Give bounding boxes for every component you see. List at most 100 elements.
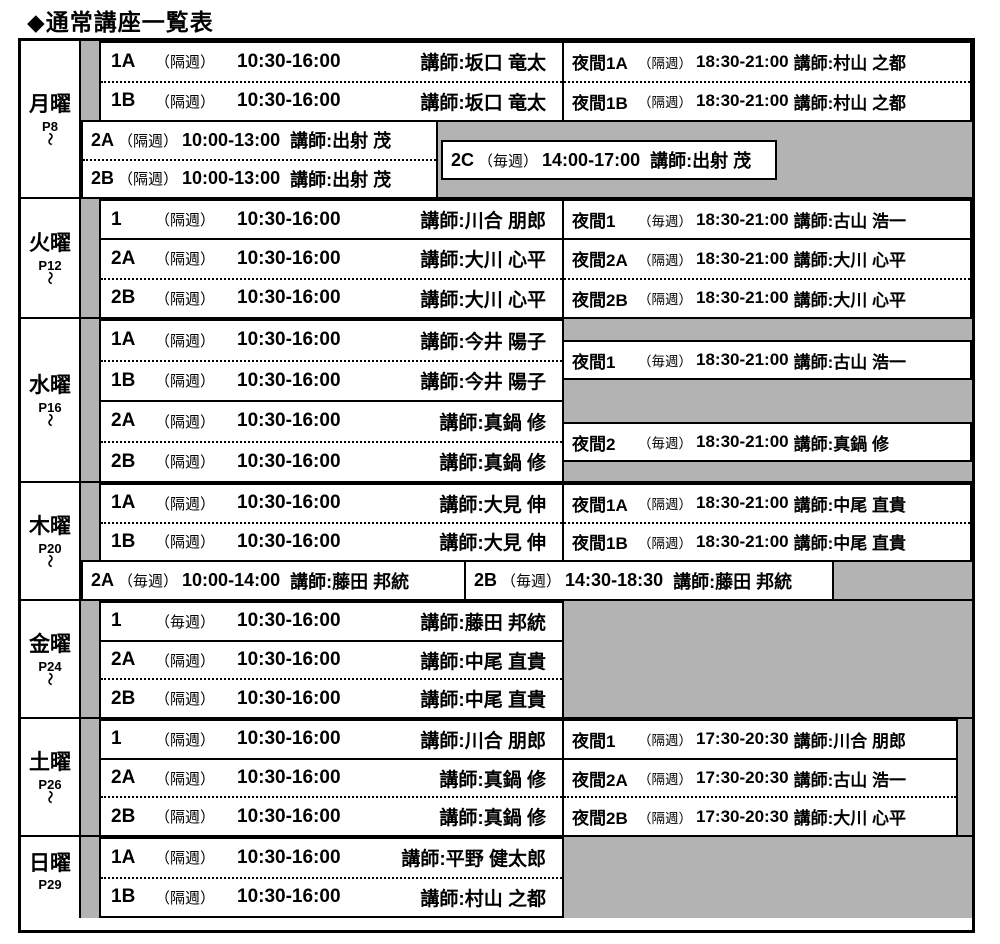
course-frequency: （隔週） [155, 534, 216, 552]
course-time: 10:30-16:00 [237, 767, 341, 788]
course-row: 夜間1 （隔週） 17:30-20:30 講師:川合 朋郎 [564, 721, 956, 760]
course-label: 2A [91, 129, 115, 150]
course-teacher: 講師:藤田 邦統 [673, 571, 793, 592]
tilde-mark: 〜 [42, 790, 58, 804]
night-course-box: 夜間1 （毎週） 18:30-21:00 講師:古山 浩一 [562, 340, 972, 380]
course-frequency: （隔週） [155, 454, 216, 472]
course-row: 1A （隔週） 10:30-16:00 講師:今井 陽子 [101, 321, 562, 362]
course-frequency: （隔週） [638, 535, 692, 551]
course-frequency: （隔週） [155, 731, 216, 749]
course-row: 1A （隔週） 10:30-16:00 講師:坂口 竜太 [101, 43, 562, 83]
course-frequency: （隔週） [118, 171, 179, 189]
tilde-mark: 〜 [42, 672, 58, 686]
day-section-saturday: 土曜 P26 〜 1 （隔週） 10:30-16:00 講師:川合 朋郎 2A （隔週） 1… [21, 719, 972, 837]
course-frequency: （隔週） [638, 810, 692, 826]
course-frequency: （毎週） [118, 573, 179, 590]
course-teacher: 講師:川合 朋郎 [793, 731, 907, 751]
daytime-course-box: 1A （隔週） 10:30-16:00 講師:坂口 竜太 1B （隔週） 10:30-16… [99, 41, 564, 122]
day-section-tuesday: 火曜 P12 〜 1 （隔週） 10:30-16:00 講師:川合 朋郎 2A （隔週） 1… [21, 199, 972, 319]
course-teacher: 講師:出射 茂 [650, 151, 752, 171]
daytime-course-box: 1 （毎週） 10:30-16:00 講師:藤田 邦統 2A （隔週） 10:30-16:… [99, 601, 564, 717]
course-frequency: （隔週） [638, 772, 692, 787]
course-schedule-table: 月曜 P8 〜 1A （隔週） 10:30-16:00 講師:坂口 竜太 1B （隔週） 1… [18, 38, 975, 933]
day-content: 1 （隔週） 10:30-16:00 講師:川合 朋郎 2A （隔週） 10:30-16:… [81, 719, 972, 835]
course-teacher: 講師:大見 伸 [439, 533, 546, 555]
course-row: 1B （隔週） 10:30-16:00 講師:村山 之都 [101, 879, 562, 917]
course-teacher: 講師:古山 浩一 [793, 770, 907, 790]
course-frequency: （毎週） [638, 354, 692, 369]
course-label: 夜間2 [572, 434, 616, 454]
course-frequency: （隔週） [638, 95, 692, 111]
course-time: 10:30-16:00 [237, 208, 341, 230]
course-frequency: （毎週） [638, 436, 692, 451]
course-teacher: 講師:中尾 直貴 [793, 495, 907, 515]
course-teacher: 講師:大川 心平 [420, 250, 546, 272]
course-time: 17:30-20:30 [696, 806, 789, 826]
day-label-cell: 土曜 P26 〜 [21, 719, 81, 835]
page-number: P26 [38, 776, 62, 792]
course-row: 夜間2A （隔週） 17:30-20:30 講師:古山 浩一 [564, 760, 956, 799]
page-number: P8 [42, 118, 58, 134]
day-label-cell: 木曜 P20 〜 [21, 483, 81, 599]
course-teacher: 講師:川合 朋郎 [420, 730, 546, 752]
course-label: 夜間1 [572, 212, 616, 232]
course-label: 2B [474, 570, 498, 590]
course-time: 18:30-21:00 [696, 432, 789, 451]
tilde-mark: 〜 [42, 271, 58, 285]
course-row: 1B （隔週） 10:30-16:00 講師:大見 伸 [101, 524, 562, 561]
course-time: 18:30-21:00 [696, 91, 789, 111]
course-time: 18:30-21:00 [696, 248, 789, 268]
daytime-course-box: 1 （隔週） 10:30-16:00 講師:川合 朋郎 2A （隔週） 10:30-16:… [99, 719, 564, 835]
extra-course-box: 2B （毎週） 14:30-18:30 講師:藤田 邦統 [464, 560, 834, 599]
page-ref: P12 〜 [38, 259, 61, 285]
course-row: 1 （毎週） 10:30-16:00 講師:藤田 邦統 [101, 603, 562, 642]
course-time: 17:30-20:30 [696, 729, 789, 749]
course-row: 1 （隔週） 10:30-16:00 講師:川合 朋郎 [101, 721, 562, 760]
course-row: 2B （隔週） 10:30-16:00 講師:真鍋 修 [101, 798, 562, 835]
night-course-box: 夜間1 （隔週） 17:30-20:30 講師:川合 朋郎 夜間2A （隔週） 17:30… [562, 719, 958, 835]
course-frequency: （隔週） [638, 55, 692, 71]
course-time: 10:30-16:00 [237, 687, 341, 709]
course-teacher: 講師:真鍋 修 [793, 434, 890, 454]
course-row: 2C （毎週） 14:00-17:00 講師:出射 茂 [443, 142, 775, 178]
course-teacher: 講師:大川 心平 [420, 289, 546, 311]
course-time: 10:30-16:00 [237, 247, 341, 269]
day-content: 1A （隔週） 10:30-16:00 講師:坂口 竜太 1B （隔週） 10:30-16… [81, 41, 972, 197]
course-time: 10:30-16:00 [237, 805, 341, 827]
course-time: 10:30-16:00 [237, 886, 341, 908]
course-row: 2A （隔週） 10:30-16:00 講師:中尾 直貴 [101, 642, 562, 681]
page-number: P29 [38, 877, 62, 893]
course-teacher: 講師:大川 心平 [793, 251, 907, 271]
course-row: 2B （隔週） 10:30-16:00 講師:中尾 直貴 [101, 680, 562, 717]
page-number: P16 [38, 399, 62, 415]
day-label-cell: 金曜 P24 〜 [21, 601, 81, 717]
tilde-mark: 〜 [42, 132, 58, 146]
course-teacher: 講師:村山 之都 [793, 93, 907, 113]
night-course-box: 夜間1A （隔週） 18:30-21:00 講師:中尾 直貴 夜間1B （隔週） 18:3… [562, 483, 972, 562]
floating-course-box: 2C （毎週） 14:00-17:00 講師:出射 茂 [441, 140, 777, 180]
course-row: 1A （隔週） 10:30-16:00 講師:大見 伸 [101, 485, 562, 524]
day-content: 1A （隔週） 10:30-16:00 講師:大見 伸 1B （隔週） 10:30-16:… [81, 483, 972, 599]
course-time: 14:00-17:00 [542, 149, 641, 170]
course-frequency: （隔週） [155, 770, 216, 788]
course-time: 10:00-13:00 [182, 168, 281, 189]
course-teacher: 講師:坂口 竜太 [420, 53, 546, 75]
course-row: 1 （隔週） 10:30-16:00 講師:川合 朋郎 [101, 201, 562, 241]
course-label: 2A [111, 410, 136, 432]
course-label: 2A [111, 247, 136, 269]
course-time: 10:00-14:00 [182, 570, 281, 590]
course-frequency: （隔週） [155, 691, 216, 709]
course-time: 10:30-16:00 [237, 410, 341, 432]
course-label: 夜間1 [572, 352, 616, 372]
course-teacher: 講師:中尾 直貴 [420, 651, 546, 673]
course-label: 夜間1A [572, 495, 628, 515]
course-time: 10:30-16:00 [237, 50, 341, 72]
day-content: 1A （隔週） 10:30-16:00 講師:平野 健太郎 1B （隔週） 10:30-1… [81, 837, 972, 918]
day-content: 1A （隔週） 10:30-16:00 講師:今井 陽子 1B （隔週） 10:30-16… [81, 319, 972, 481]
daytime-course-box: 1A （隔週） 10:30-16:00 講師:平野 健太郎 1B （隔週） 10:30-1… [99, 837, 564, 918]
course-time: 14:30-18:30 [565, 570, 664, 590]
day-label-cell: 月曜 P8 〜 [21, 41, 81, 197]
course-frequency: （隔週） [155, 809, 216, 827]
page-ref: P26 〜 [38, 776, 62, 804]
extra-course-box: 2A （毎週） 10:00-14:00 講師:藤田 邦統 [81, 560, 466, 599]
